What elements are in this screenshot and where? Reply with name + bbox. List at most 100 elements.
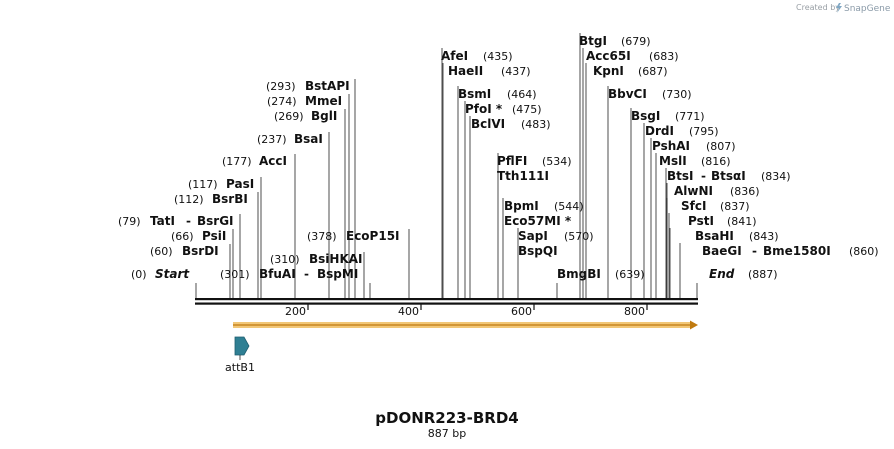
site-bsmi[interactable]: (464) BsmI bbox=[457, 86, 537, 298]
site-enzyme-label[interactable]: PstI bbox=[688, 214, 714, 228]
site-position: (570) bbox=[564, 230, 594, 243]
site-enzyme-label[interactable]: BsaHI bbox=[695, 229, 734, 243]
start-label: Start bbox=[155, 267, 190, 281]
site-msli[interactable]: (816) MslI bbox=[655, 153, 731, 298]
site-haeii[interactable]: (437) HaeII bbox=[442, 63, 531, 298]
site-enzyme-label[interactable]: AccI bbox=[259, 154, 287, 168]
site-btgi[interactable]: (679) BtgI bbox=[579, 33, 651, 298]
site-baegi[interactable]: (860) BaeGI - Bme1580I bbox=[679, 243, 879, 298]
site-enzyme-label[interactable]: Tth111I bbox=[497, 169, 549, 183]
site-enzyme-label[interactable]: BaeGI bbox=[702, 244, 742, 258]
site-bfuai[interactable]: (301) BfuAI - BspMI bbox=[220, 267, 371, 298]
site-pasi[interactable]: (117) PasI bbox=[188, 177, 262, 298]
site-enzyme-label[interactable]: BglI bbox=[311, 109, 337, 123]
site-acci[interactable]: (177) AccI bbox=[222, 154, 296, 298]
site-enzyme-label-2[interactable]: BsrGI bbox=[197, 214, 234, 228]
site-psti[interactable]: (841) PstI bbox=[668, 213, 757, 298]
site-enzyme-label[interactable]: PflFI bbox=[497, 154, 527, 168]
site-enzyme-label-2[interactable]: BspMI bbox=[317, 267, 358, 281]
site-kpni[interactable]: (687) KpnI bbox=[585, 63, 668, 298]
snapgene-logo-icon bbox=[836, 3, 842, 13]
site-tati[interactable]: (79) TatI - BsrGI bbox=[118, 214, 241, 298]
site-position: (79) bbox=[118, 215, 141, 228]
start-position: (0) bbox=[131, 268, 147, 281]
site-bpmi[interactable]: (544) BpmI bbox=[502, 198, 584, 298]
site-position: (310) bbox=[270, 253, 300, 266]
site-bclvi[interactable]: (483) BclVI bbox=[469, 116, 551, 298]
site-enzyme-label-2[interactable]: BtsαI bbox=[711, 169, 746, 183]
site-mmei[interactable]: (274) MmeI bbox=[267, 94, 350, 298]
site-psii[interactable]: (66) PsiI bbox=[171, 229, 234, 298]
site-enzyme-label[interactable]: BstAPI bbox=[305, 79, 350, 93]
axis-tick-label: 200 bbox=[285, 305, 306, 318]
site-enzyme-label[interactable]: Acc65I bbox=[586, 49, 631, 63]
site-enzyme-label[interactable]: BsrDI bbox=[182, 244, 219, 258]
site-enzyme-label[interactable]: AlwNI bbox=[674, 184, 713, 198]
site-position: (378) bbox=[307, 230, 337, 243]
site-bsai[interactable]: (237) BsaI bbox=[257, 132, 330, 298]
site-bstapi[interactable]: (293) BstAPI bbox=[266, 79, 356, 298]
feature-attB1[interactable]: attB1 bbox=[225, 336, 255, 374]
site-enzyme-label[interactable]: MmeI bbox=[305, 94, 342, 108]
site-pfoi[interactable]: (475) PfoI * bbox=[464, 101, 542, 298]
site-bsgi[interactable]: (771) BsgI bbox=[630, 108, 705, 298]
site-enzyme-label[interactable]: MslI bbox=[659, 154, 687, 168]
site-tth111i[interactable]: Tth111I bbox=[497, 169, 549, 183]
site-enzyme-label[interactable]: BsaI bbox=[294, 132, 323, 146]
site-enzyme-label[interactable]: PfoI * bbox=[465, 102, 503, 116]
site-sfci[interactable]: (837) SfcI bbox=[666, 198, 750, 298]
site-enzyme-label-2[interactable]: Bme1580I bbox=[763, 244, 831, 258]
axis: 200 400 600 800 bbox=[285, 304, 648, 318]
site-position: (679) bbox=[621, 35, 651, 48]
restriction-sites: (60) BsrDI(66) PsiI(79) TatI - BsrGI(112) BsrB… bbox=[118, 33, 879, 298]
site-enzyme-label[interactable]: BsgI bbox=[631, 109, 660, 123]
site-enzyme-label[interactable]: TatI bbox=[150, 214, 175, 228]
site-enzyme-label[interactable]: Eco57MI * bbox=[504, 214, 572, 228]
site-enzyme-label[interactable]: BmgBI bbox=[557, 267, 601, 281]
map-title: pDONR223-BRD4 bbox=[375, 409, 518, 427]
site-enzyme-label[interactable]: BclVI bbox=[471, 117, 505, 131]
site-bmgbi[interactable]: (639) BmgBI bbox=[556, 267, 645, 298]
site-position: (807) bbox=[706, 140, 736, 153]
site-enzyme-label[interactable]: BspQI bbox=[518, 244, 558, 258]
map-length: 887 bp bbox=[428, 427, 466, 440]
site-bsahi[interactable]: (843) BsaHI bbox=[669, 228, 779, 298]
site-enzyme-label[interactable]: KpnI bbox=[593, 64, 624, 78]
site-sapi[interactable]: (570) SapI bbox=[517, 228, 594, 298]
site-enzyme-label[interactable]: PshAI bbox=[652, 139, 690, 153]
site-bspqi[interactable]: BspQI bbox=[518, 244, 558, 258]
site-bsrbi[interactable]: (112) BsrBI bbox=[174, 192, 259, 298]
site-enzyme-label[interactable]: BsiHKAI bbox=[309, 252, 363, 266]
site-eco57mi[interactable]: Eco57MI * bbox=[504, 214, 572, 228]
attB1-arrow[interactable] bbox=[234, 336, 250, 356]
site-ecop15i[interactable]: (378) EcoP15I bbox=[307, 229, 410, 298]
site-bbvci[interactable]: (730) BbvCI bbox=[607, 86, 692, 298]
site-pflfi[interactable]: (534) PflFI bbox=[497, 153, 572, 298]
site-enzyme-label[interactable]: BbvCI bbox=[608, 87, 647, 101]
site-enzyme-label[interactable]: PasI bbox=[226, 177, 254, 191]
site-bgli[interactable]: (269) BglI bbox=[274, 109, 346, 298]
site-enzyme-label[interactable]: BtsI bbox=[667, 169, 694, 183]
site-enzyme-label[interactable]: BpmI bbox=[504, 199, 539, 213]
site-drdi[interactable]: (795) DrdI bbox=[643, 123, 719, 298]
site-enzyme-label[interactable]: EcoP15I bbox=[346, 229, 400, 243]
site-enzyme-label[interactable]: HaeII bbox=[448, 64, 483, 78]
site-enzyme-label[interactable]: BsmI bbox=[458, 87, 491, 101]
site-afei[interactable]: (435) AfeI bbox=[441, 48, 513, 298]
site-enzyme-label[interactable]: SapI bbox=[518, 229, 548, 243]
site-btsi[interactable]: (834)BtsI - BtsαI bbox=[665, 168, 791, 298]
orf-arrow[interactable] bbox=[233, 320, 698, 330]
site-enzyme-label[interactable]: PsiI bbox=[202, 229, 226, 243]
site-position: (837) bbox=[720, 200, 750, 213]
site-pshai[interactable]: (807) PshAI bbox=[650, 138, 736, 298]
site-enzyme-label[interactable]: BsrBI bbox=[212, 192, 248, 206]
site-enzyme-label[interactable]: AfeI bbox=[441, 49, 468, 63]
site-enzyme-label[interactable]: SfcI bbox=[681, 199, 706, 213]
site-enzyme-label[interactable]: BtgI bbox=[579, 34, 607, 48]
site-bsrdi[interactable]: (60) BsrDI bbox=[150, 244, 231, 298]
site-enzyme-label[interactable]: DrdI bbox=[645, 124, 674, 138]
site-enzyme-label[interactable]: BfuAI bbox=[259, 267, 296, 281]
axis-tick-label: 400 bbox=[398, 305, 419, 318]
site-bsihkai[interactable]: (310) BsiHKAI bbox=[270, 252, 365, 298]
site-acc65i[interactable]: (683) Acc65I bbox=[582, 48, 679, 298]
